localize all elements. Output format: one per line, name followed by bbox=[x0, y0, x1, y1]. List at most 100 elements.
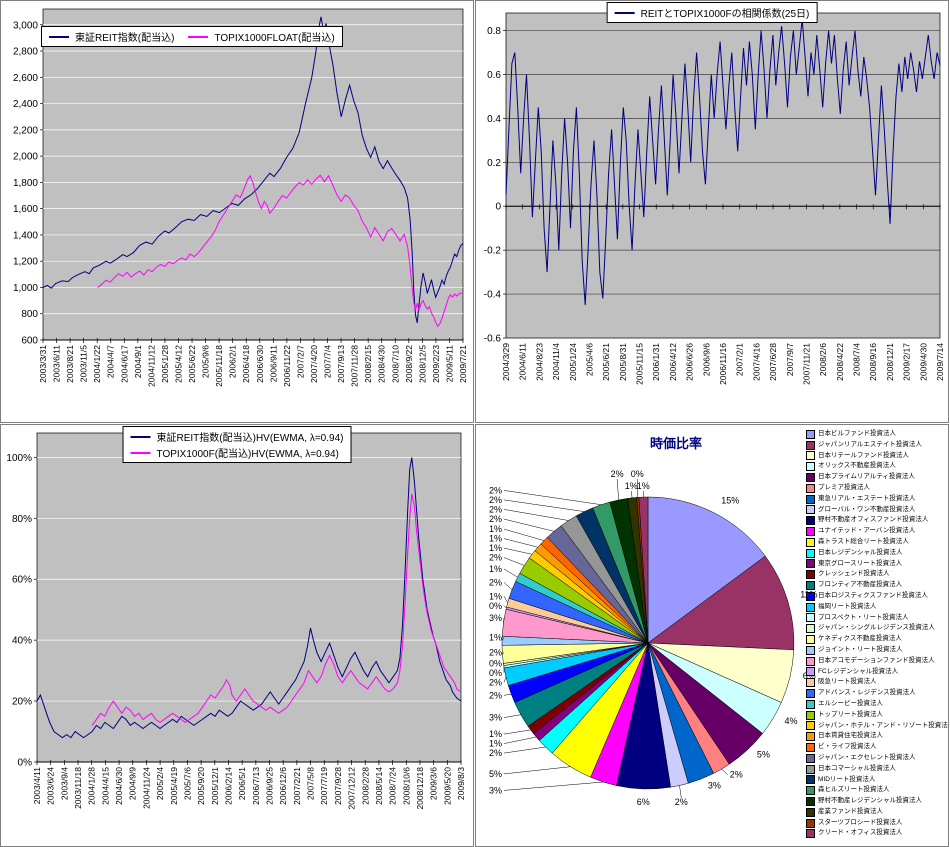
x-tick-label: 2009/7/14 bbox=[935, 343, 945, 381]
x-tick-label: 2008/2/15 bbox=[363, 345, 373, 383]
pie-legend-label: クリード・オフィス投資法人 bbox=[818, 828, 902, 839]
pie-legend-row: 日本ロジスティクスファンド投資法人 bbox=[806, 591, 946, 602]
pie-legend-swatch bbox=[806, 613, 815, 622]
pie-legend-swatch bbox=[806, 451, 815, 460]
pie-legend-row: グローバル・ワン不動産投資法人 bbox=[806, 505, 946, 516]
x-tick-label: 2004/11/24 bbox=[141, 767, 151, 809]
pie-percent-label: 5% bbox=[757, 750, 770, 760]
pie-legend-label: 野村不動産オフィスファンド投資法人 bbox=[818, 515, 928, 526]
pie-legend-label: ジャパン・シングルレジデンス投資法人 bbox=[818, 623, 935, 634]
x-tick-label: 2007/7/4 bbox=[323, 345, 333, 378]
x-tick-label: 2005/6/22 bbox=[187, 345, 197, 383]
x-tick-label: 2008/7/10 bbox=[390, 345, 400, 383]
pie-legend-swatch bbox=[806, 624, 815, 633]
pie-label-leader bbox=[617, 479, 619, 500]
x-tick-label: 2006/2/14 bbox=[223, 767, 233, 805]
x-tick-label: 2006/9/25 bbox=[265, 767, 275, 805]
x-tick-label: 2008/7/4 bbox=[852, 343, 862, 376]
reit-series-label: 東証REIT指数(配当込) bbox=[75, 29, 174, 44]
x-tick-label: 2004/11/12 bbox=[146, 345, 156, 387]
pie-legend-swatch bbox=[806, 678, 815, 687]
x-tick-label: 2003/4/11 bbox=[32, 767, 42, 804]
pie-percent-label: 1% bbox=[489, 524, 502, 534]
pie-percent-label: 2% bbox=[489, 514, 502, 524]
pie-legend-row: ジャパンリアルエステイト投資法人 bbox=[806, 440, 946, 451]
pie-label-leader bbox=[504, 529, 544, 541]
pie-percent-label: 6% bbox=[637, 797, 650, 807]
pie-percent-label: 3% bbox=[489, 613, 502, 623]
x-tick-label: 2004/1/22 bbox=[92, 345, 102, 383]
x-tick-label: 2004/9/9 bbox=[128, 767, 138, 800]
x-tick-label: 2005/8/31 bbox=[618, 343, 628, 381]
x-tick-label: 2003/9/4 bbox=[59, 767, 69, 800]
pie-legend-row: プロスペクト・リート投資法人 bbox=[806, 613, 946, 624]
pie-percent-label: 1% bbox=[489, 534, 502, 544]
pie-legend-swatch bbox=[806, 516, 815, 525]
pie-legend-label: ビ・ライフ投資法人 bbox=[818, 742, 877, 753]
x-tick-label: 2005/11/18 bbox=[214, 345, 224, 387]
y-tick-label: 1,400 bbox=[13, 230, 38, 241]
pie-legend-row: 日本賃貸住宅投資法人 bbox=[806, 731, 946, 742]
pie-legend-row: スターツプロシード投資法人 bbox=[806, 818, 946, 829]
reit-hv-series-label: 東証REIT指数(配当込)HV(EWMA, λ=0.94) bbox=[157, 429, 344, 444]
pie-legend-row: FCレジデンシャル投資法人 bbox=[806, 667, 946, 678]
pie-legend-row: 日本レジデンシャル投資法人 bbox=[806, 548, 946, 559]
x-tick-label: 2004/11/4 bbox=[551, 343, 561, 380]
x-tick-label: 2003/11/5 bbox=[79, 345, 89, 382]
pie-legend-swatch bbox=[806, 808, 815, 817]
pie-label-leader bbox=[504, 490, 601, 504]
pie-legend-label: トップリート投資法人 bbox=[818, 710, 883, 721]
pie-legend-swatch bbox=[806, 430, 815, 439]
x-tick-label: 2006/1/31 bbox=[651, 343, 661, 381]
x-tick-label: 2006/2/1 bbox=[228, 345, 238, 378]
pie-label-leader bbox=[504, 519, 554, 531]
y-tick-label: -0.4 bbox=[484, 290, 502, 301]
y-tick-label: 2,800 bbox=[13, 47, 38, 58]
pie-percent-label: 1% bbox=[489, 564, 502, 574]
pie-legend-row: 日本プライムリアルティ投資法人 bbox=[806, 472, 946, 483]
x-tick-label: 2007/2/21 bbox=[292, 767, 302, 805]
plot-area bbox=[506, 13, 940, 338]
pie-legend-label: 森トラスト総合リート投資法人 bbox=[818, 537, 909, 548]
plot-area bbox=[43, 9, 463, 340]
x-tick-label: 2003/6/11 bbox=[52, 345, 62, 382]
x-tick-label: 2007/7/19 bbox=[319, 767, 329, 805]
x-tick-label: 2008/4/22 bbox=[835, 343, 845, 381]
x-tick-label: 2008/5/14 bbox=[374, 767, 384, 805]
x-tick-label: 2005/4/19 bbox=[169, 767, 179, 805]
pie-legend-swatch bbox=[806, 700, 815, 709]
x-tick-label: 2006/4/12 bbox=[668, 343, 678, 381]
x-tick-label: 2009/3/6 bbox=[429, 767, 439, 800]
x-tick-label: 2008/9/16 bbox=[868, 343, 878, 381]
x-tick-label: 2007/11/28 bbox=[350, 345, 360, 387]
pie-legend-row: MIDリート投資法人 bbox=[806, 775, 946, 786]
x-tick-label: 2007/9/28 bbox=[333, 767, 343, 805]
pie-legend-label: 福岡リート投資法人 bbox=[818, 602, 877, 613]
pie-legend-label: 日本リテールファンド投資法人 bbox=[818, 451, 909, 462]
x-tick-label: 2005/1/28 bbox=[160, 345, 170, 383]
y-tick-label: 2,000 bbox=[13, 152, 38, 163]
pie-legend-row: トップリート投資法人 bbox=[806, 710, 946, 721]
pie-percent-label: 2% bbox=[489, 677, 502, 687]
pie-legend-row: ケネディクス不動産投資法人 bbox=[806, 634, 946, 645]
pie-legend-label: 阪急リート投資法人 bbox=[818, 677, 877, 688]
pie-label-leader bbox=[504, 606, 506, 608]
pie-legend-row: 森ヒルズリート投資法人 bbox=[806, 785, 946, 796]
x-tick-label: 2009/2/23 bbox=[431, 345, 441, 383]
x-tick-label: 2007/2/1 bbox=[735, 343, 745, 376]
pie-legend-label: 日本アコモデーションファンド投資法人 bbox=[818, 656, 935, 667]
pie-label-leader bbox=[504, 730, 531, 734]
pie-legend-swatch bbox=[806, 732, 815, 741]
x-tick-label: 2007/6/28 bbox=[768, 343, 778, 381]
x-tick-label: 2004/9/1 bbox=[133, 345, 143, 378]
pie-legend-label: 東急リアル・エステート投資法人 bbox=[818, 494, 915, 505]
topix-series-label: TOPIX1000FLOAT(配当込) bbox=[214, 29, 334, 44]
pie-label-leader bbox=[504, 715, 521, 718]
index-chart-legend: 東証REIT指数(配当込) TOPIX1000FLOAT(配当込) bbox=[41, 26, 343, 47]
x-tick-label: 2008/9/22 bbox=[404, 345, 414, 383]
pie-legend-swatch bbox=[806, 657, 815, 666]
pie-legend-label: アドバンス・レジデンス投資法人 bbox=[818, 688, 916, 699]
